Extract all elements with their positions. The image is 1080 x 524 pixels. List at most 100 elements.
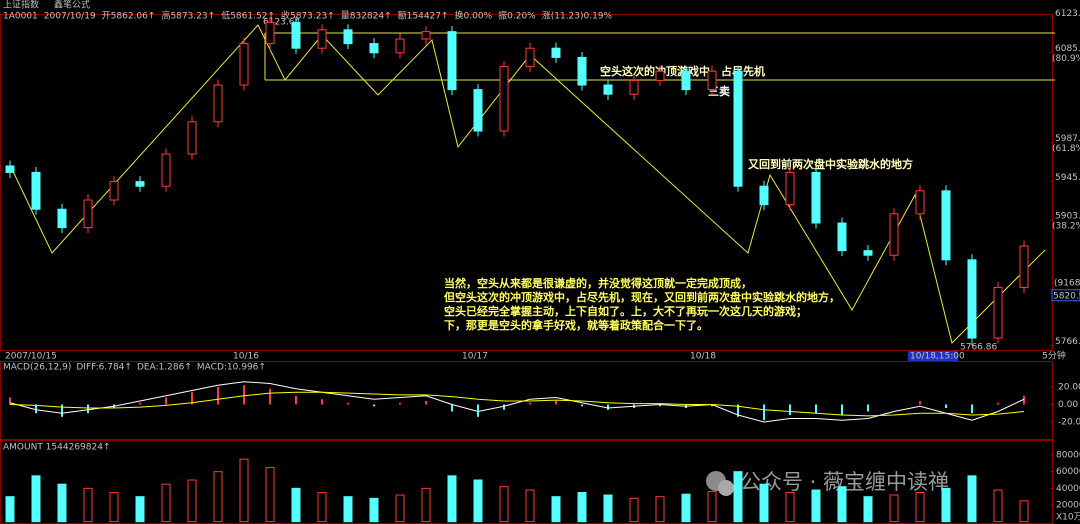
main-frame bbox=[0, 14, 1053, 351]
volume-bar bbox=[655, 496, 665, 523]
date-label: 10/17 bbox=[462, 352, 488, 362]
candle-body bbox=[5, 165, 15, 173]
volume-bar bbox=[239, 458, 249, 523]
y-tick-label: 5945.3 bbox=[1055, 173, 1080, 183]
candle-body bbox=[447, 31, 457, 91]
volume-bar bbox=[109, 492, 119, 523]
volume-bar bbox=[31, 475, 41, 523]
volume-bar bbox=[135, 496, 145, 523]
macd-frame bbox=[0, 361, 1053, 440]
macd-line bbox=[9, 381, 1025, 423]
date-highlight bbox=[908, 351, 958, 361]
candle-body bbox=[239, 43, 249, 86]
low-label: 5766.86 bbox=[960, 343, 997, 353]
volume-bar bbox=[733, 471, 743, 523]
volume-bar bbox=[447, 475, 457, 523]
candle-body bbox=[941, 190, 951, 261]
volume-bar bbox=[915, 492, 925, 523]
candle-body bbox=[759, 185, 769, 206]
y-tick-label: 6085.4 bbox=[1055, 44, 1080, 54]
macd-line bbox=[9, 391, 1025, 417]
candle-body bbox=[837, 222, 847, 252]
candle-body bbox=[161, 153, 171, 187]
quote-item: 2007/10/19 bbox=[44, 12, 96, 22]
last-price-box bbox=[1051, 289, 1080, 302]
candle-body bbox=[135, 181, 145, 187]
ratio-label: (38.2%) bbox=[1052, 222, 1080, 232]
paragraph-line: 但空头这次的冲顶游戏中，占尽先机，现在，又回到前两次盘中实验跳水的地方， bbox=[443, 290, 840, 304]
y-tick-label: 20.00 bbox=[1058, 383, 1080, 393]
quote-item: 收5873.23↑ bbox=[281, 10, 335, 22]
volume-bar bbox=[499, 486, 509, 523]
candle-body bbox=[811, 171, 821, 224]
volume-bar bbox=[291, 487, 301, 523]
candle-body bbox=[967, 259, 977, 339]
date-label: 10/18 bbox=[690, 352, 716, 362]
candle-body bbox=[83, 199, 93, 229]
last-price: 5820.94 bbox=[1053, 291, 1080, 301]
candle-body bbox=[551, 47, 561, 58]
volume-bar bbox=[525, 489, 535, 523]
y-tick-label: 20000 bbox=[1056, 501, 1080, 511]
volume-bar bbox=[551, 496, 561, 523]
candle-body bbox=[603, 84, 613, 95]
candle-body bbox=[577, 56, 587, 86]
candle-body bbox=[993, 286, 1003, 339]
candle-body bbox=[1019, 245, 1029, 288]
volume-bar bbox=[603, 494, 613, 523]
volume-bar bbox=[265, 467, 275, 523]
quote-item: 量832824↑ bbox=[341, 11, 392, 22]
volume-bar bbox=[369, 497, 379, 523]
quote-item: 涨(11.23)0.19% bbox=[542, 11, 613, 22]
volume-bar bbox=[863, 496, 873, 523]
volume-bar bbox=[473, 479, 483, 523]
candle-body bbox=[525, 47, 535, 68]
volume-bar bbox=[811, 489, 821, 523]
volume-bar bbox=[421, 487, 431, 523]
quote-item: 1A0001 bbox=[3, 12, 38, 22]
macd-legend: DIFF:6.784↑ bbox=[76, 363, 132, 373]
candle-body bbox=[395, 38, 405, 54]
volume-bar bbox=[161, 483, 171, 523]
high-label: 6123.64 bbox=[263, 18, 300, 28]
macd-legend: DEA:1.286↑ bbox=[137, 363, 192, 373]
volume-title: AMOUNT 1544269824↑ bbox=[3, 443, 111, 453]
volume-bar bbox=[967, 475, 977, 523]
candle-body bbox=[915, 190, 925, 215]
candle-body bbox=[499, 66, 509, 132]
y-tick-label: 60000 bbox=[1056, 467, 1080, 477]
annotation: 又回到前两次盘中实验跳水的地方 bbox=[747, 157, 913, 171]
volume-bar bbox=[577, 492, 587, 523]
period: 5分钟 bbox=[1042, 350, 1066, 362]
paragraph-line: 空头已经完全掌握主动，上下自如了。上，大不了再玩一次这几天的游戏； bbox=[444, 304, 807, 318]
y-tick-label: 80000 bbox=[1056, 451, 1080, 461]
volume-bar bbox=[681, 493, 691, 523]
candle-body bbox=[681, 70, 691, 91]
candle-body bbox=[109, 181, 119, 201]
volume-bar bbox=[941, 487, 951, 523]
date-label: 2007/10/15 bbox=[5, 352, 57, 362]
volume-bar bbox=[707, 491, 717, 523]
volume-unit: X10万 bbox=[1056, 513, 1080, 523]
candle-body bbox=[785, 171, 795, 206]
quote-item: 低5861.52↑ bbox=[221, 10, 275, 22]
paragraph-line: 当然，空头从来都是很谦虚的，并没觉得这顶就一定完成顶成， bbox=[444, 276, 752, 290]
quote-item: 振0.20% bbox=[498, 10, 536, 22]
volume-bar bbox=[629, 497, 639, 523]
volume-bar bbox=[395, 494, 405, 523]
ratio-label: (61.8%) bbox=[1052, 144, 1080, 154]
candle-body bbox=[291, 21, 301, 49]
y-tick-label: 5987.3 bbox=[1055, 134, 1080, 144]
candle-body bbox=[369, 43, 379, 54]
candle-body bbox=[265, 21, 275, 45]
candle-body bbox=[629, 79, 639, 95]
candle-body bbox=[187, 121, 197, 155]
candle-body bbox=[421, 31, 431, 40]
y-tick-label: 40000 bbox=[1056, 484, 1080, 494]
quote-item: 额154427↑ bbox=[398, 10, 449, 22]
candle-body bbox=[213, 84, 223, 123]
quote-item: 换0.00% bbox=[455, 10, 493, 22]
paragraph-line: 下，那更是空头的拿手好戏，就等着政策配合一下了。 bbox=[444, 318, 708, 332]
